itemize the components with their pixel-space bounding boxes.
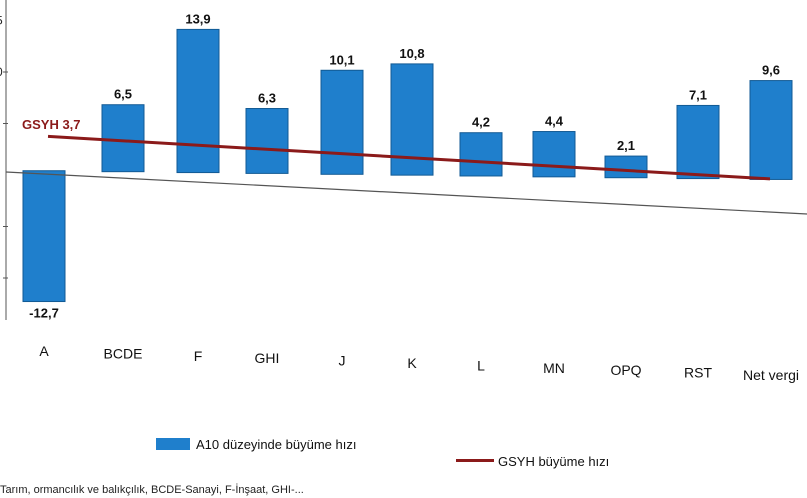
- y-tick-label: 0: [0, 65, 3, 79]
- bar-f: [176, 28, 220, 174]
- bar-j: [320, 69, 364, 175]
- gsyh-reference-line: GSYH 3,7: [22, 117, 771, 181]
- category-labels: A BCDE F GHI J K L MN OPQ RST Net vergi: [39, 343, 799, 383]
- category-label: OPQ: [610, 362, 641, 378]
- value-label: 10,1: [329, 52, 354, 67]
- value-label: 2,1: [617, 138, 635, 153]
- bar-l: [459, 132, 503, 177]
- zero-line: [5, 171, 807, 215]
- legend-swatch-line: [456, 459, 494, 462]
- bar-net-vergi: [749, 80, 793, 180]
- category-label: J: [339, 353, 346, 369]
- value-label: 9,6: [762, 63, 780, 78]
- category-label: F: [194, 348, 203, 364]
- category-label: K: [407, 355, 417, 371]
- bar-mn: [532, 131, 576, 178]
- legend-swatch-bar: [156, 438, 190, 450]
- category-label: Net vergi: [743, 367, 799, 383]
- gsyh-line-label: GSYH 3,7: [22, 117, 81, 132]
- value-labels: -12,7 6,5 13,9 6,3 10,1 10,8 4,2 4,4 2,1 7,1 9,6: [29, 11, 780, 320]
- bar-rst: [676, 104, 720, 180]
- legend-label-line: GSYH büyüme hızı: [498, 454, 609, 469]
- category-label: RST: [684, 365, 712, 381]
- value-label: 7,1: [689, 87, 707, 102]
- bar-opq: [604, 155, 648, 179]
- legend-label-bar: A10 düzeyinde büyüme hızı: [196, 437, 356, 452]
- value-label: 10,8: [399, 46, 424, 61]
- bar-ghi: [245, 108, 289, 174]
- y-axis: 50: [0, 0, 8, 320]
- category-label: MN: [543, 360, 565, 376]
- gsyh-line: [47, 134, 771, 181]
- bars-group: [22, 28, 793, 303]
- value-label: 4,2: [472, 115, 490, 130]
- category-label: BCDE: [104, 345, 143, 361]
- value-label: 6,5: [114, 87, 132, 102]
- footnote: Tarım, ormancılık ve balıkçılık, BCDE-Sa…: [0, 483, 304, 496]
- y-tick-label: 5: [0, 14, 3, 28]
- value-label: 6,3: [258, 91, 276, 106]
- category-label: L: [477, 357, 485, 373]
- category-label: A: [39, 343, 49, 359]
- bar-bcde: [101, 104, 145, 173]
- zero-axis-line: [5, 171, 807, 215]
- bar-a: [22, 170, 66, 303]
- legend: A10 düzeyinde büyüme hızı GSYH büyüme hı…: [156, 437, 609, 469]
- category-label: GHI: [255, 350, 280, 366]
- value-label: 13,9: [185, 11, 210, 26]
- value-label: -12,7: [29, 306, 59, 321]
- value-label: 4,4: [545, 114, 564, 129]
